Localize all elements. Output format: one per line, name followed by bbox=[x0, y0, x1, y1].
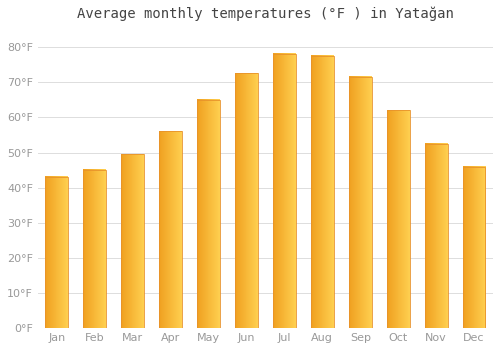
Bar bbox=[84, 170, 106, 328]
Bar bbox=[311, 56, 334, 328]
Bar bbox=[159, 132, 182, 328]
Title: Average monthly temperatures (°F ) in Yatağan: Average monthly temperatures (°F ) in Ya… bbox=[77, 7, 454, 21]
Bar bbox=[387, 110, 409, 328]
Bar bbox=[235, 74, 258, 328]
Bar bbox=[349, 77, 372, 328]
Bar bbox=[273, 54, 296, 328]
Bar bbox=[122, 154, 144, 328]
Bar bbox=[46, 177, 68, 328]
Bar bbox=[462, 167, 485, 328]
Bar bbox=[425, 144, 448, 328]
Bar bbox=[197, 100, 220, 328]
